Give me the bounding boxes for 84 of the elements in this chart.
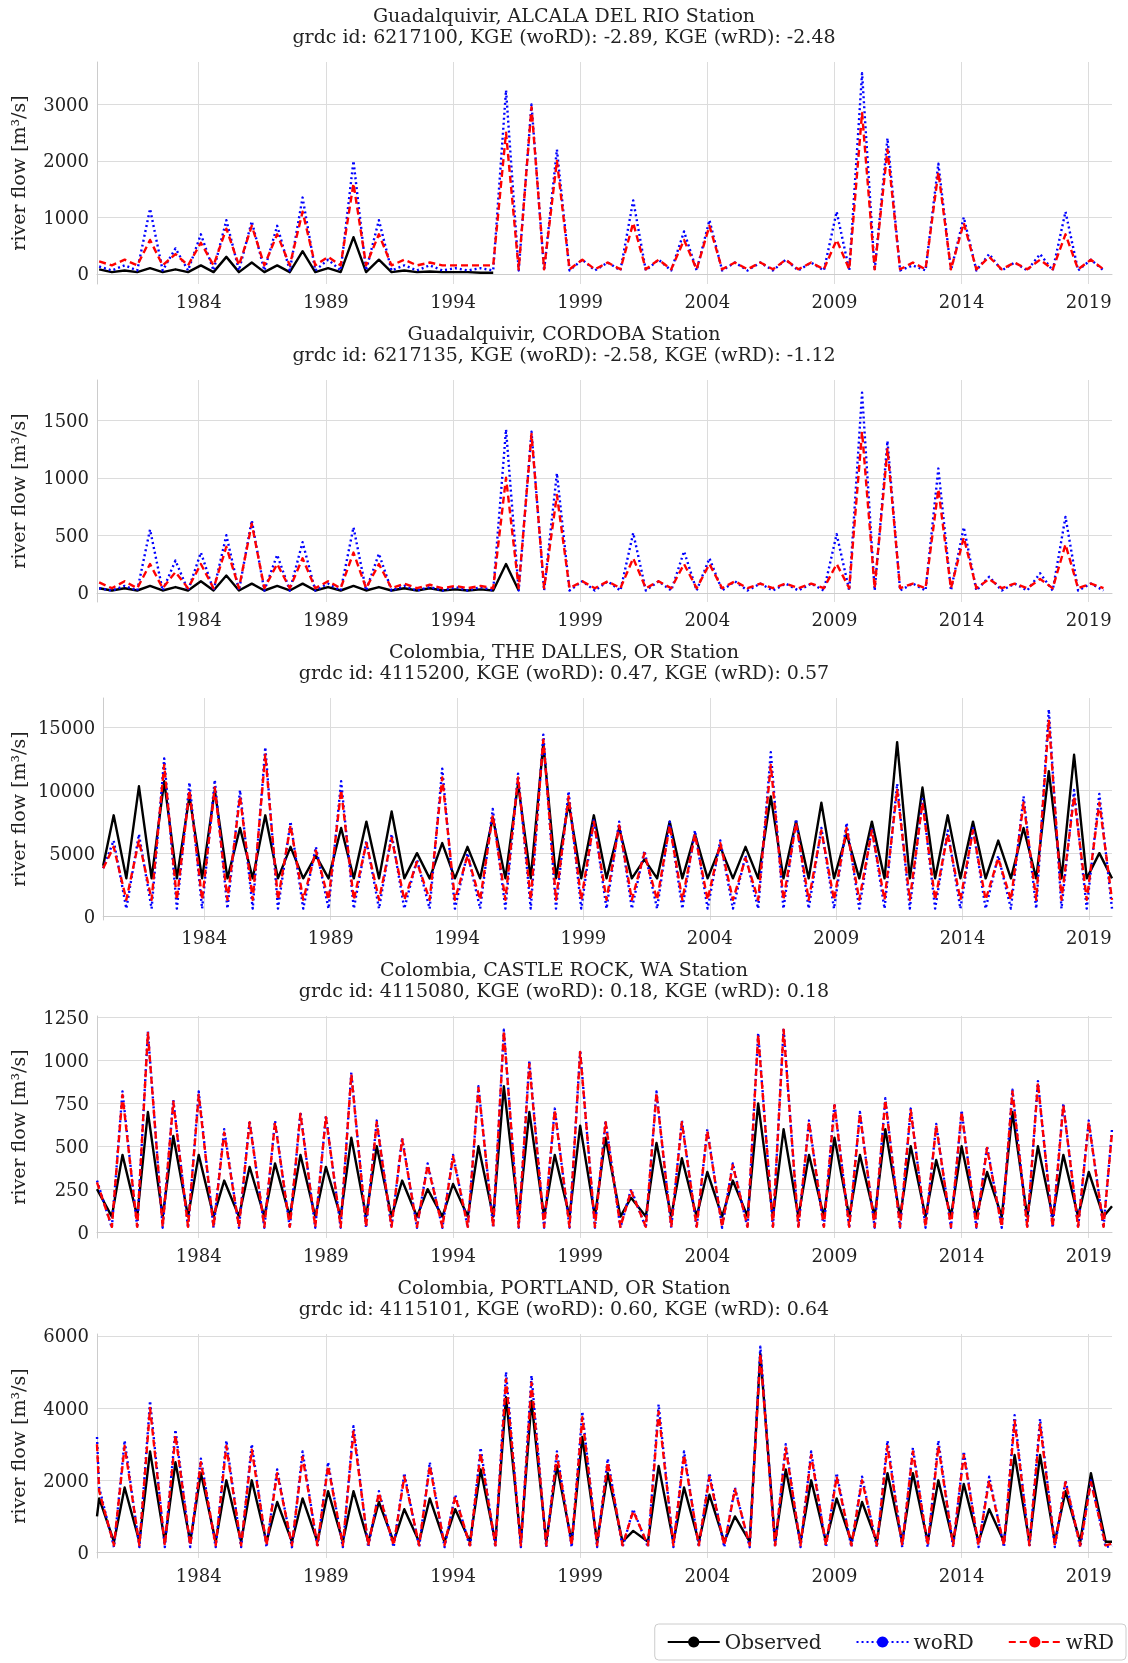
x-tick-label: 1999 xyxy=(560,926,607,948)
y-tick-label: 750 xyxy=(54,1092,89,1114)
y-tick-label: 500 xyxy=(54,1135,89,1157)
y-tick-label: 0 xyxy=(77,1542,89,1564)
x-tick-label: 1999 xyxy=(557,1564,604,1586)
x-tick-label: 2004 xyxy=(684,1244,731,1266)
chart-subtitle: grdc id: 4115101, KGE (woRD): 0.60, KGE (wRD): 0.64 xyxy=(298,1296,830,1319)
y-tick-label: 0 xyxy=(77,263,89,285)
y-tick-label: 2000 xyxy=(43,1469,89,1491)
legend-label: woRD xyxy=(913,1630,974,1654)
y-axis-title: river flow [m³/s] xyxy=(6,413,29,569)
x-tick-label: 2014 xyxy=(939,926,986,948)
x-tick-label: 1984 xyxy=(175,290,222,312)
x-tick-label: 1994 xyxy=(434,926,480,948)
x-tick-label: 2014 xyxy=(938,1244,985,1266)
y-axis-title: river flow [m³/s] xyxy=(6,1049,29,1205)
x-tick-label: 2004 xyxy=(686,926,733,948)
x-tick-label: 2019 xyxy=(1065,290,1112,312)
x-tick-label: 2009 xyxy=(811,290,858,312)
x-tick-label: 1999 xyxy=(557,290,604,312)
y-tick-label: 5000 xyxy=(49,842,96,864)
line-series xyxy=(97,72,1105,272)
y-tick-label: 3000 xyxy=(43,93,89,115)
y-tick-label: 0 xyxy=(77,1221,89,1243)
chart-subtitle: grdc id: 4115080, KGE (woRD): 0.18, KGE (wRD): 0.18 xyxy=(298,978,830,1001)
y-tick-label: 6000 xyxy=(43,1325,89,1347)
y-tick-label: 500 xyxy=(54,524,89,546)
chart-title: Colombia, THE DALLES, OR Station xyxy=(388,639,740,662)
line-series xyxy=(97,235,495,274)
y-tick-label: 1000 xyxy=(43,1050,89,1072)
x-tick-label: 1999 xyxy=(557,608,604,630)
y-axis-title: river flow [m³/s] xyxy=(6,731,29,887)
legend-label: wRD xyxy=(1065,1630,1115,1654)
line-series xyxy=(101,740,1114,880)
x-tick-label: 2019 xyxy=(1065,926,1112,948)
x-tick-label: 2019 xyxy=(1065,608,1112,630)
y-tick-label: 15000 xyxy=(37,716,96,738)
x-tick-label: 1984 xyxy=(181,926,228,948)
x-tick-label: 1984 xyxy=(175,1244,222,1266)
y-tick-label: 1000 xyxy=(43,206,89,228)
x-tick-label: 1994 xyxy=(430,1244,476,1266)
chart-title: Guadalquivir, ALCALA DEL RIO Station xyxy=(372,3,756,26)
x-tick-label: 2004 xyxy=(684,1564,731,1586)
y-tick-label: 10000 xyxy=(37,779,96,801)
x-tick-label: 2004 xyxy=(684,290,731,312)
y-axis-title: river flow [m³/s] xyxy=(6,1368,29,1524)
chart-subtitle: grdc id: 4115200, KGE (woRD): 0.47, KGE (wRD): 0.57 xyxy=(298,660,830,683)
x-tick-label: 2019 xyxy=(1065,1564,1112,1586)
x-tick-label: 2014 xyxy=(938,608,985,630)
line-series xyxy=(97,430,1105,590)
x-tick-label: 1994 xyxy=(430,608,476,630)
x-tick-label: 1984 xyxy=(175,608,222,630)
x-tick-label: 1999 xyxy=(557,1244,604,1266)
y-tick-label: 0 xyxy=(83,905,96,927)
y-tick-label: 2000 xyxy=(43,150,89,172)
line-series xyxy=(97,105,1105,271)
x-tick-label: 2014 xyxy=(938,290,985,312)
x-tick-label: 2009 xyxy=(811,1244,858,1266)
x-tick-label: 1989 xyxy=(303,1564,349,1586)
line-series xyxy=(95,1085,1114,1218)
chart-title: Guadalquivir, CORDOBA Station xyxy=(407,321,721,344)
chart-title: Colombia, CASTLE ROCK, WA Station xyxy=(379,957,749,980)
x-tick-label: 2004 xyxy=(684,608,731,630)
y-axis-title: river flow [m³/s] xyxy=(6,95,29,251)
x-tick-label: 1989 xyxy=(303,608,349,630)
x-tick-label: 2009 xyxy=(813,926,860,948)
x-tick-label: 2014 xyxy=(938,1564,985,1586)
x-tick-label: 1989 xyxy=(303,1244,349,1266)
x-tick-label: 2009 xyxy=(811,1564,858,1586)
y-tick-label: 0 xyxy=(77,582,89,604)
y-tick-label: 1500 xyxy=(43,409,89,431)
x-tick-label: 1984 xyxy=(175,1564,222,1586)
x-tick-label: 2009 xyxy=(811,608,858,630)
y-tick-label: 1000 xyxy=(43,467,89,489)
x-tick-label: 1994 xyxy=(430,290,476,312)
legend-label: Observed xyxy=(724,1630,822,1654)
x-tick-label: 2019 xyxy=(1065,1244,1112,1266)
x-tick-label: 1989 xyxy=(303,290,349,312)
y-tick-label: 4000 xyxy=(43,1397,89,1419)
y-tick-label: 1250 xyxy=(43,1007,89,1029)
x-tick-label: 1989 xyxy=(307,926,354,948)
x-tick-label: 1994 xyxy=(430,1564,476,1586)
chart-title: Colombia, PORTLAND, OR Station xyxy=(397,1275,731,1298)
y-tick-label: 250 xyxy=(54,1178,89,1200)
